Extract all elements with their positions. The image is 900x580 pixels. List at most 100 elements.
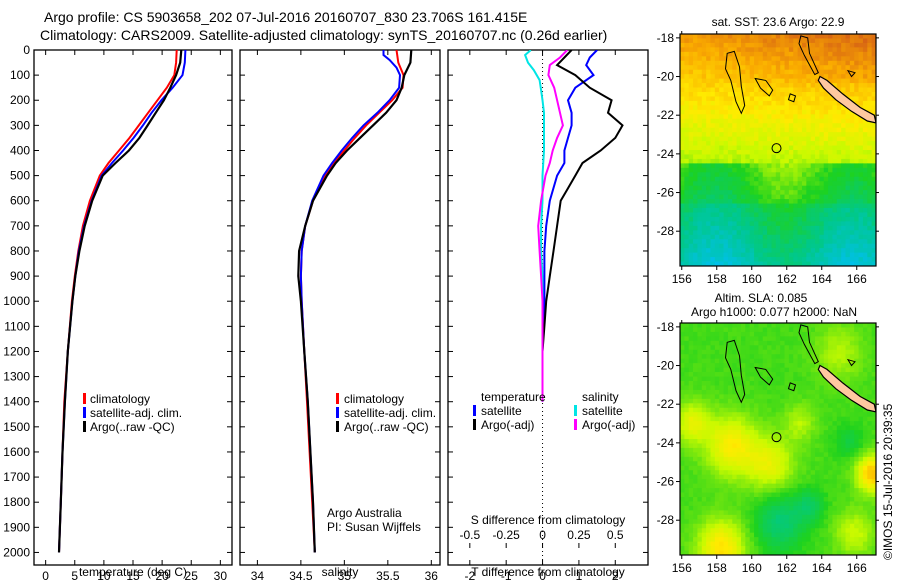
map-cell [836,158,842,164]
map-cell [871,51,876,57]
map-cell [701,407,707,413]
map-cell [797,150,803,155]
map-cell [758,416,764,422]
map-cell [788,216,794,222]
map-cell [784,532,790,538]
map-cell [823,345,829,351]
map-cell [706,497,711,502]
map-cell [688,546,694,551]
map-cell [767,51,772,57]
map-cell [832,78,838,84]
map-cell [719,199,724,204]
map-cell [749,51,755,57]
map-cell [767,439,772,444]
map-cell [710,363,716,369]
map-cell [762,114,768,120]
map-cell [732,203,738,209]
map-cell [832,141,838,146]
map-cell [723,505,729,511]
map-cell [688,407,694,413]
map-cell [727,96,733,102]
map-cell [767,412,772,418]
map-cell [745,488,751,493]
map-cell [841,114,846,120]
map-cell [845,181,851,187]
map-cell [780,394,785,400]
map-cell [849,42,855,48]
map-cell [710,172,716,178]
map-cell [823,492,829,498]
map-cell [684,488,690,493]
map-cell [736,172,742,178]
map-cell [862,154,868,160]
map-cell [740,163,746,169]
map-cell [815,163,820,169]
map-cell [828,389,833,395]
map-cell [806,389,812,395]
map-cell [810,349,816,355]
map-cell [762,354,768,360]
map-cell [701,234,707,240]
map-cell [697,461,703,467]
map-cell [841,546,846,551]
map-cell [732,172,738,178]
map-cell [706,354,711,360]
map-cell [780,403,785,409]
map-cell [780,65,785,71]
map-cell [771,114,777,120]
map-cell [706,167,711,173]
map-cell [736,176,742,182]
map-cell [710,203,716,209]
map-cell [714,225,720,231]
map-cell [788,363,794,369]
map-cell [841,51,846,57]
map-cell [749,389,755,395]
map-cell [680,47,685,53]
map-cell [740,65,746,71]
map-cell [828,421,833,427]
map-cell [740,488,746,493]
map-cell [714,47,720,53]
map-cell [714,528,720,534]
map-cell [810,546,816,551]
map-cell [736,541,742,547]
map-cell [693,172,698,178]
map-cell [819,474,825,480]
map-cell [815,443,820,449]
map-cell [806,447,812,453]
map-cell [815,150,820,155]
map-cell [810,185,816,191]
map-cell [819,439,825,444]
map-cell [836,83,842,88]
map-cell [819,430,825,435]
map-cell [745,550,751,555]
map-cell [767,497,772,502]
map-cell [867,447,873,453]
map-cell [801,145,807,151]
map-cell [693,221,698,227]
map-cell [815,87,820,93]
map-cell [745,51,751,57]
map-cell [727,221,733,227]
map-cell [836,176,842,182]
map-cell [832,443,838,449]
map-cell [758,257,764,262]
map-cell [823,248,829,254]
map-cell [771,150,777,155]
map-cell [854,523,859,529]
map-cell [784,42,790,48]
map-cell [793,421,798,427]
map-cell [806,443,812,449]
map-cell [845,51,851,57]
map-cell [701,389,707,395]
map-cell [680,363,685,369]
map-cell [706,252,711,258]
map-cell [775,323,781,328]
map-cell [697,528,703,534]
map-cell [740,528,746,534]
map-cell [871,452,876,458]
map-cell [797,172,803,178]
map-cell [693,176,698,182]
map-cell [793,447,798,453]
y-tick-label: 600 [10,194,30,208]
